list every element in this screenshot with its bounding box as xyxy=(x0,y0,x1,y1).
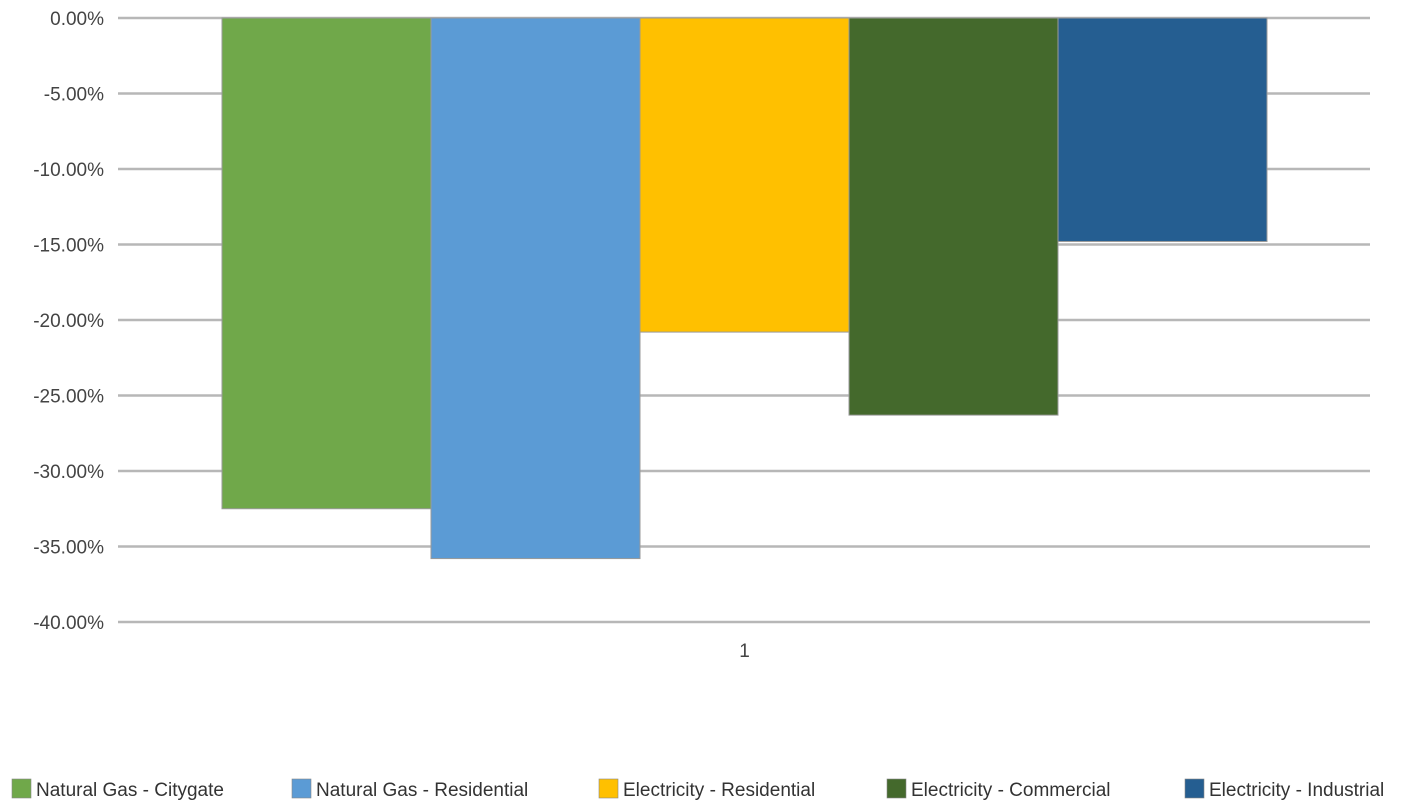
legend-label: Electricity - Commercial xyxy=(911,780,1111,801)
legend-swatch xyxy=(291,778,312,799)
legend-swatch xyxy=(11,778,32,799)
bars xyxy=(221,17,1268,560)
bar xyxy=(430,17,641,560)
y-tick-label: -25.00% xyxy=(33,387,104,408)
legend-item: Natural Gas - Citygate xyxy=(11,778,224,801)
y-tick-label: -20.00% xyxy=(33,311,104,332)
legend: Natural Gas - Citygate Natural Gas - Resi… xyxy=(11,778,1384,801)
y-tick-label: -15.00% xyxy=(33,236,104,257)
x-tick-label: 1 xyxy=(739,641,750,662)
x-axis-tick-labels: 1 xyxy=(739,641,750,662)
legend-swatch xyxy=(598,778,619,799)
legend-item: Electricity - Industrial xyxy=(1184,778,1384,801)
y-tick-label: -10.00% xyxy=(33,160,104,181)
y-tick-label: -40.00% xyxy=(33,613,104,634)
legend-swatch xyxy=(886,778,907,799)
legend-swatch xyxy=(1184,778,1205,799)
legend-item: Natural Gas - Residential xyxy=(291,778,528,801)
legend-label: Natural Gas - Citygate xyxy=(36,780,224,801)
legend-item: Electricity - Commercial xyxy=(886,778,1111,801)
y-tick-label: 0.00% xyxy=(50,9,104,30)
y-tick-label: -5.00% xyxy=(44,85,104,106)
bar xyxy=(848,17,1059,416)
y-tick-label: -35.00% xyxy=(33,538,104,559)
y-axis-tick-labels: 0.00% -5.00% -10.00% -15.00% -20.00% -25.00% -… xyxy=(33,9,104,634)
legend-label: Electricity - Industrial xyxy=(1209,780,1384,801)
bar xyxy=(1057,17,1268,242)
legend-label: Natural Gas - Residential xyxy=(316,780,528,801)
y-tick-label: -30.00% xyxy=(33,462,104,483)
legend-label: Electricity - Residential xyxy=(623,780,815,801)
bar xyxy=(221,17,432,510)
legend-item: Electricity - Residential xyxy=(598,778,815,801)
bar xyxy=(639,17,850,333)
